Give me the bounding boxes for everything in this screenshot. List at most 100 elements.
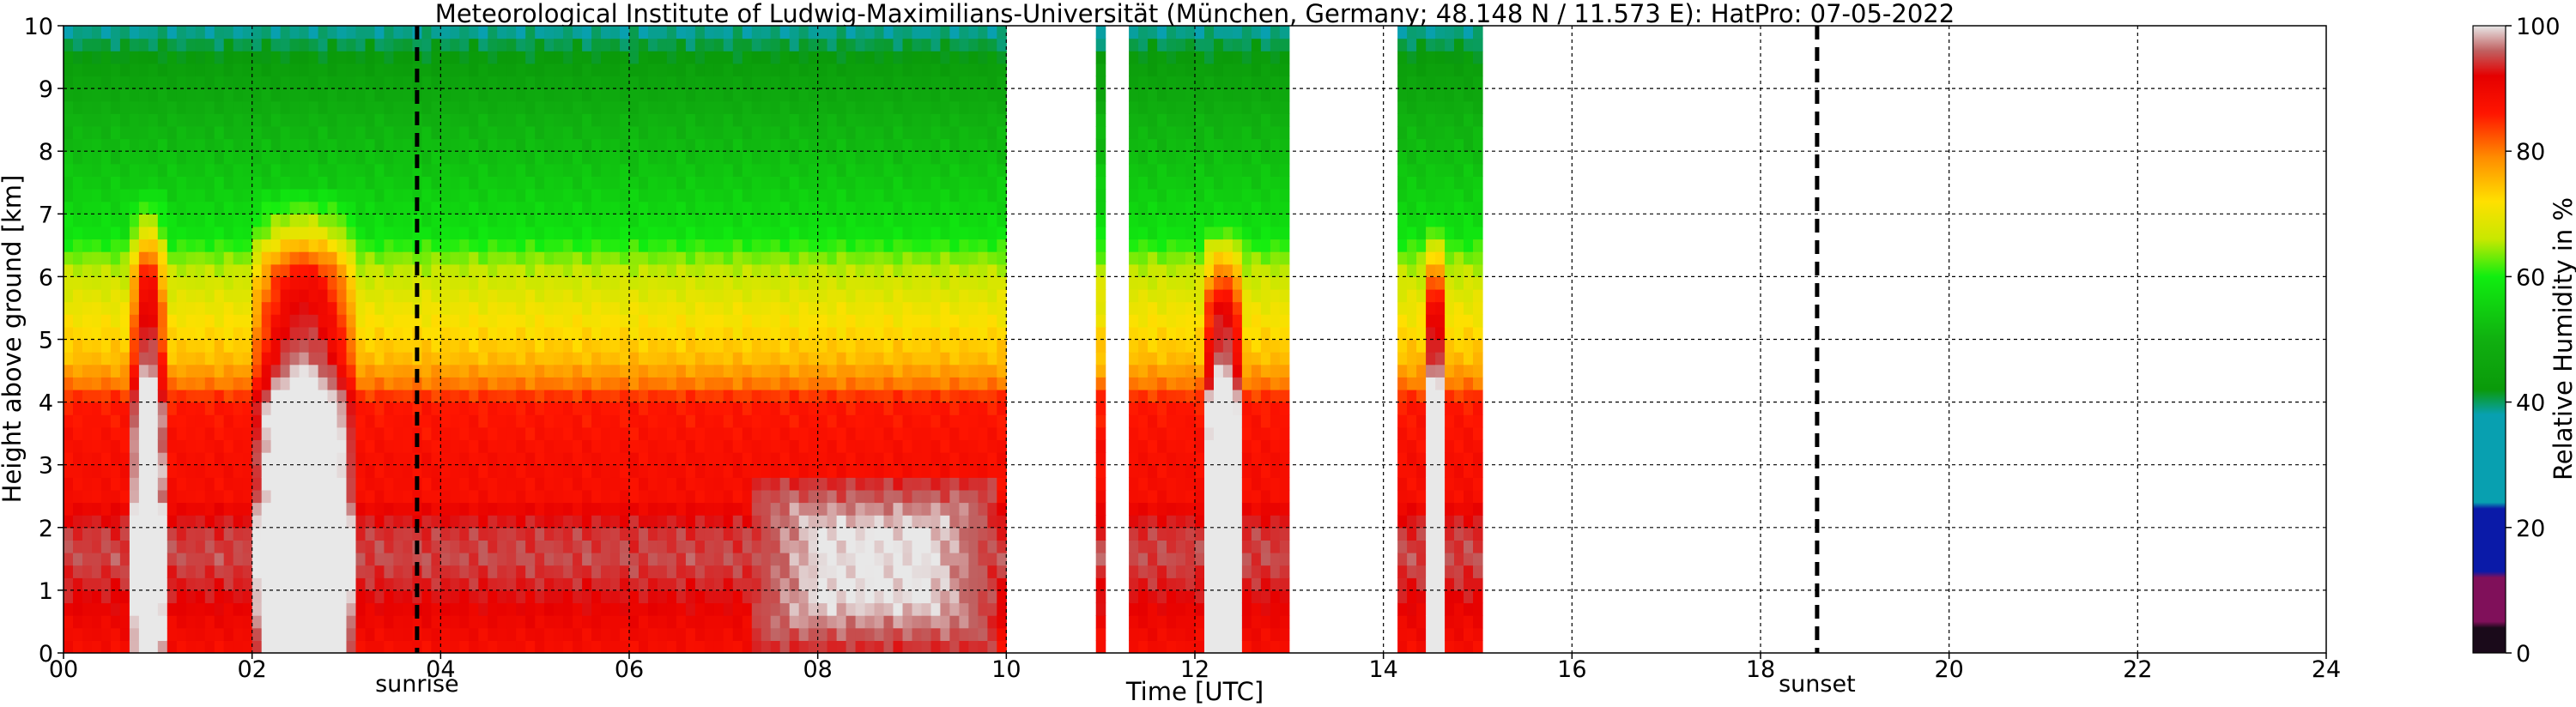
heatmap-cell <box>82 515 93 529</box>
heatmap-cell <box>403 126 413 140</box>
heatmap-cell <box>648 602 658 616</box>
heatmap-cell <box>450 314 460 328</box>
heatmap-cell <box>204 63 215 77</box>
heatmap-cell <box>100 289 112 303</box>
heatmap-cell <box>289 289 300 303</box>
heatmap-cell <box>554 138 564 152</box>
heatmap-cell <box>242 189 253 202</box>
heatmap-cell <box>713 113 724 127</box>
heatmap-cell <box>185 464 197 478</box>
heatmap-cell <box>346 402 357 415</box>
heatmap-cell <box>157 314 168 328</box>
heatmap-cell <box>384 390 394 403</box>
heatmap-cell <box>214 251 225 265</box>
heatmap-cell <box>204 51 215 64</box>
heatmap-cell <box>403 615 413 629</box>
heatmap-cell <box>204 339 215 353</box>
heatmap-cell <box>119 565 130 578</box>
heatmap-cell <box>214 464 225 478</box>
heatmap-cell <box>92 553 102 566</box>
heatmap-cell <box>808 113 819 127</box>
heatmap-cell <box>488 263 498 277</box>
heatmap-cell <box>176 88 187 102</box>
heatmap-cell <box>657 88 668 102</box>
heatmap-cell <box>836 589 847 604</box>
heatmap-cell <box>214 377 225 390</box>
heatmap-cell <box>978 553 988 566</box>
heatmap-cell <box>978 26 988 39</box>
heatmap-cell <box>883 339 894 353</box>
heatmap-cell <box>959 201 969 215</box>
heatmap-cell <box>336 276 348 290</box>
heatmap-cell <box>573 26 583 39</box>
heatmap-cell <box>355 515 367 529</box>
heatmap-cell <box>403 214 413 227</box>
heatmap-cell <box>968 314 979 328</box>
heatmap-cell <box>92 577 102 591</box>
heatmap-cell <box>666 390 677 403</box>
heatmap-cell <box>384 113 394 127</box>
heatmap-cell <box>987 339 997 353</box>
heatmap-cell <box>544 627 555 641</box>
heatmap-cell <box>374 527 385 541</box>
heatmap-cell <box>488 51 498 64</box>
heatmap-cell <box>421 76 432 89</box>
heatmap-cell <box>506 38 517 51</box>
heatmap-cell <box>629 138 639 152</box>
heatmap-cell <box>789 326 800 341</box>
heatmap-cell <box>694 640 706 653</box>
heatmap-cell <box>157 439 168 453</box>
heatmap-cell <box>639 390 649 403</box>
heatmap-cell <box>421 38 432 51</box>
heatmap-cell <box>138 88 149 102</box>
heatmap-cell <box>270 126 282 140</box>
heatmap-cell <box>601 189 611 202</box>
heatmap-cell <box>639 615 649 629</box>
heatmap-cell <box>336 439 348 453</box>
heatmap-cell <box>713 176 724 190</box>
heatmap-cell <box>270 390 282 403</box>
heatmap-cell <box>119 390 130 403</box>
heatmap-cell <box>252 63 263 77</box>
heatmap-cell <box>573 477 583 491</box>
heatmap-cell <box>299 615 310 629</box>
heatmap-cell <box>497 577 507 591</box>
heatmap-cell <box>384 414 394 428</box>
heatmap-cell <box>223 390 234 403</box>
heatmap-cell <box>469 527 479 541</box>
heatmap-cell <box>676 201 687 215</box>
heatmap-cell <box>601 100 611 114</box>
heatmap-cell <box>129 263 140 277</box>
heatmap-cell <box>761 439 772 453</box>
heatmap-cell <box>639 38 649 51</box>
heatmap-cell <box>100 640 112 653</box>
heatmap-cell <box>365 489 376 504</box>
heatmap-cell <box>459 26 470 39</box>
heatmap-cell <box>176 113 187 127</box>
heatmap-cell <box>544 301 555 315</box>
heatmap-cell <box>421 553 432 566</box>
heatmap-cell <box>912 364 923 378</box>
heatmap-cell <box>704 201 715 215</box>
heatmap-cell <box>233 627 244 641</box>
heatmap-cell <box>233 527 244 541</box>
heatmap-cell <box>299 489 310 504</box>
heatmap-cell <box>685 477 696 491</box>
heatmap-cell <box>893 352 904 366</box>
heatmap-cell <box>864 615 876 629</box>
heatmap-cell <box>639 289 649 303</box>
heatmap-cell <box>459 276 470 290</box>
heatmap-cell <box>138 602 149 616</box>
heatmap-cell <box>431 339 441 353</box>
heatmap-cell <box>318 38 329 51</box>
heatmap-cell <box>204 489 215 504</box>
heatmap-cell <box>355 615 367 629</box>
heatmap-cell <box>610 151 621 165</box>
heatmap-cell <box>318 589 329 604</box>
heatmap-cell <box>968 640 979 653</box>
heatmap-cell <box>440 301 451 315</box>
heatmap-cell <box>893 76 904 89</box>
heatmap-cell <box>92 402 102 415</box>
heatmap-cell <box>798 138 809 152</box>
heatmap-cell <box>685 402 696 415</box>
